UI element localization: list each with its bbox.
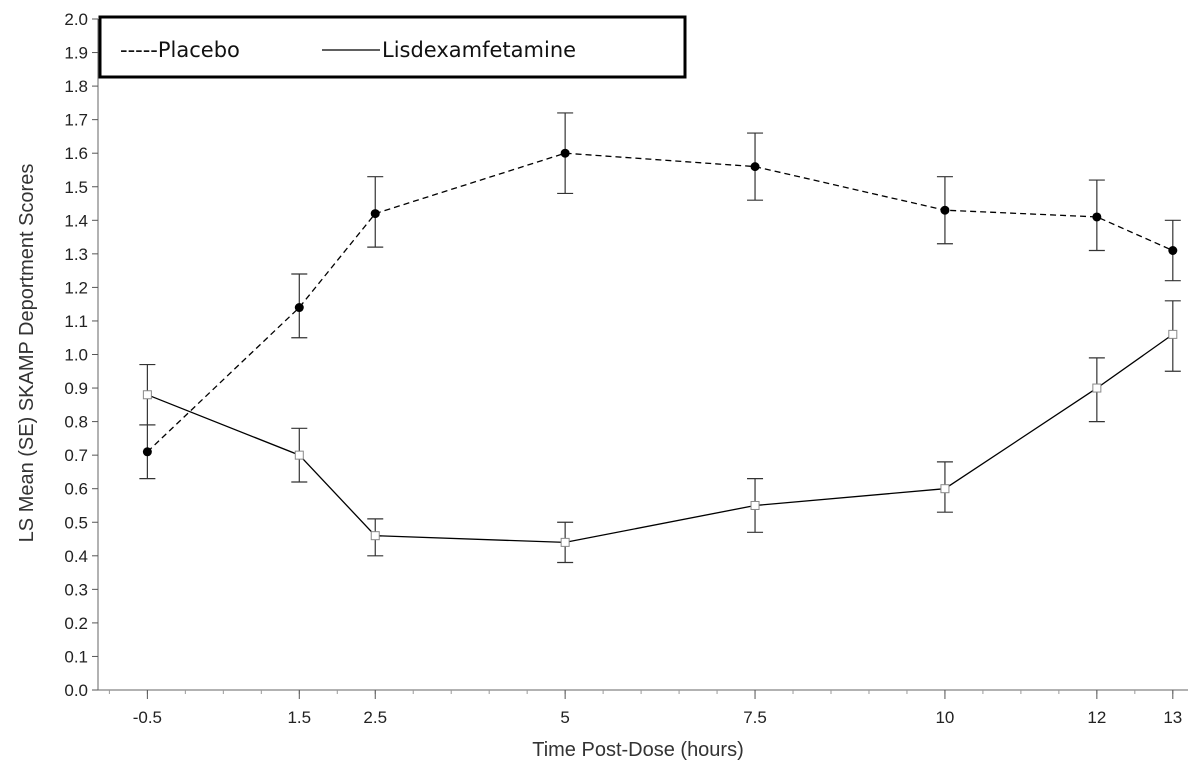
x-tick-label: 10 [935, 708, 954, 727]
y-tick-label: 0.0 [64, 681, 88, 700]
point-lisdexamfetamine [750, 500, 760, 510]
legend: -----Placebo Lisdexamfetamine [98, 15, 687, 79]
x-tick-label: -0.5 [133, 708, 162, 727]
y-tick-label: 0.1 [64, 647, 88, 666]
point-placebo [370, 209, 380, 219]
y-tick-label: 0.2 [64, 614, 88, 633]
point-lisdexamfetamine [294, 450, 304, 460]
y-tick-label: 0.7 [64, 446, 88, 465]
x-tick-label: 2.5 [363, 708, 387, 727]
y-tick-label: 0.4 [64, 547, 88, 566]
point-lisdexamfetamine [1092, 383, 1102, 393]
y-tick-label: 1.3 [64, 245, 88, 264]
y-tick-label: 1.2 [64, 278, 88, 297]
y-tick-label: 1.6 [64, 144, 88, 163]
series-placebo [139, 112, 1181, 480]
x-tick-label: 7.5 [743, 708, 767, 727]
series-line-lisdexamfetamine [147, 333, 1174, 544]
x-tick-label: 1.5 [287, 708, 311, 727]
point-placebo [1092, 212, 1102, 222]
legend-label-placebo: -----Placebo [120, 38, 240, 62]
point-lisdexamfetamine [940, 484, 950, 494]
point-placebo [940, 205, 950, 215]
legend-label-lisdexamfetamine: Lisdexamfetamine [382, 38, 576, 62]
y-tick-label: 1.5 [64, 178, 88, 197]
x-tick-label: 5 [560, 708, 569, 727]
y-tick-label: 0.3 [64, 580, 88, 599]
y-tick-label: 1.7 [64, 111, 88, 130]
point-placebo [1168, 245, 1178, 255]
point-placebo [750, 162, 760, 172]
y-tick-label: 1.8 [64, 77, 88, 96]
point-lisdexamfetamine [142, 390, 152, 400]
x-axis: -0.5 1.5 2.5 5 7.5 10 12 13 [108, 690, 1182, 727]
y-tick-label: 0.5 [64, 513, 88, 532]
legend-box [98, 15, 687, 79]
point-lisdexamfetamine [560, 537, 570, 547]
point-lisdexamfetamine [1168, 329, 1178, 339]
x-axis-title: Time Post-Dose (hours) [532, 739, 744, 761]
y-tick-label: 1.0 [64, 346, 88, 365]
y-tick-label: 2.0 [64, 10, 88, 29]
y-tick-label: 1.1 [64, 312, 88, 331]
series-line-placebo [146, 152, 1174, 453]
y-tick-label: 1.9 [64, 44, 88, 63]
y-axis-title: LS Mean (SE) SKAMP Deportment Scores [16, 164, 38, 543]
x-tick-label: 12 [1087, 708, 1106, 727]
y-tick-label: 0.9 [64, 379, 88, 398]
series-lisdexamfetamine [139, 300, 1181, 564]
y-axis: 0.0 0.1 0.2 0.3 0.4 0.5 0.6 0.7 0.8 0.9 1.0 1.1 1.2 1… [64, 10, 98, 700]
y-tick-label: 0.6 [64, 480, 88, 499]
point-placebo [142, 447, 152, 457]
x-tick-label: 13 [1163, 708, 1182, 727]
y-tick-label: 0.8 [64, 413, 88, 432]
plot-frame [97, 19, 1188, 691]
point-placebo [294, 303, 304, 313]
y-tick-label: 1.4 [64, 211, 88, 230]
series-layer [139, 112, 1181, 564]
point-placebo [560, 148, 570, 158]
point-lisdexamfetamine [370, 531, 380, 541]
